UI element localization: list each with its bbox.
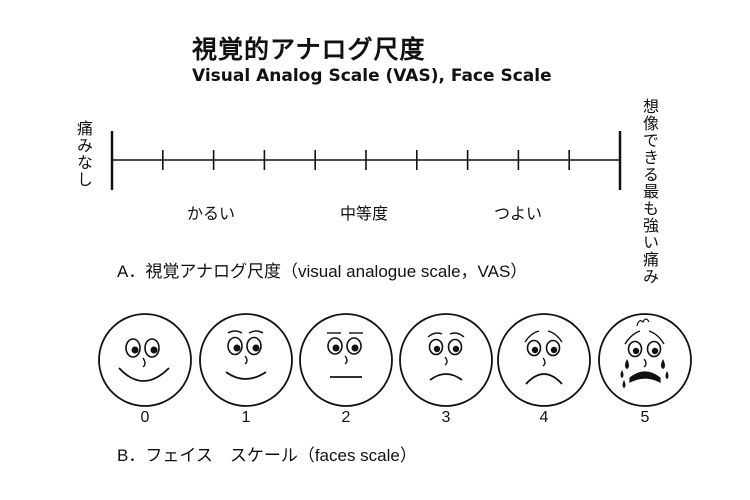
face-score-3: 3 (441, 409, 451, 426)
face-score-4: 4 (539, 409, 549, 426)
vas-left-anchor-label: 痛みなし (74, 120, 93, 188)
crying-face-icon (598, 313, 692, 407)
slightly-sad-face-icon (399, 313, 493, 407)
vas-caption: A．視覚アナログ尺度（visual analogue scale，VAS） (117, 262, 528, 281)
vas-zone-strong: つよい (494, 204, 543, 223)
face-score-1: 1 (241, 409, 251, 426)
page-subtitle: Visual Analog Scale (VAS), Face Scale (192, 66, 552, 86)
vas-zone-light: かるい (187, 204, 236, 223)
face-score-2: 2 (341, 409, 351, 426)
neutral-face-icon (299, 313, 393, 407)
very-happy-face-icon (98, 313, 192, 407)
page-title: 視覚的アナログ尺度 (192, 35, 426, 64)
face-score-5: 5 (640, 409, 650, 426)
face-scale-caption: B．フェイス スケール（faces scale） (117, 446, 417, 465)
sad-face-icon (497, 313, 591, 407)
vas-zone-moderate: 中等度 (340, 204, 389, 223)
face-score-0: 0 (140, 409, 150, 426)
happy-face-icon (199, 313, 293, 407)
